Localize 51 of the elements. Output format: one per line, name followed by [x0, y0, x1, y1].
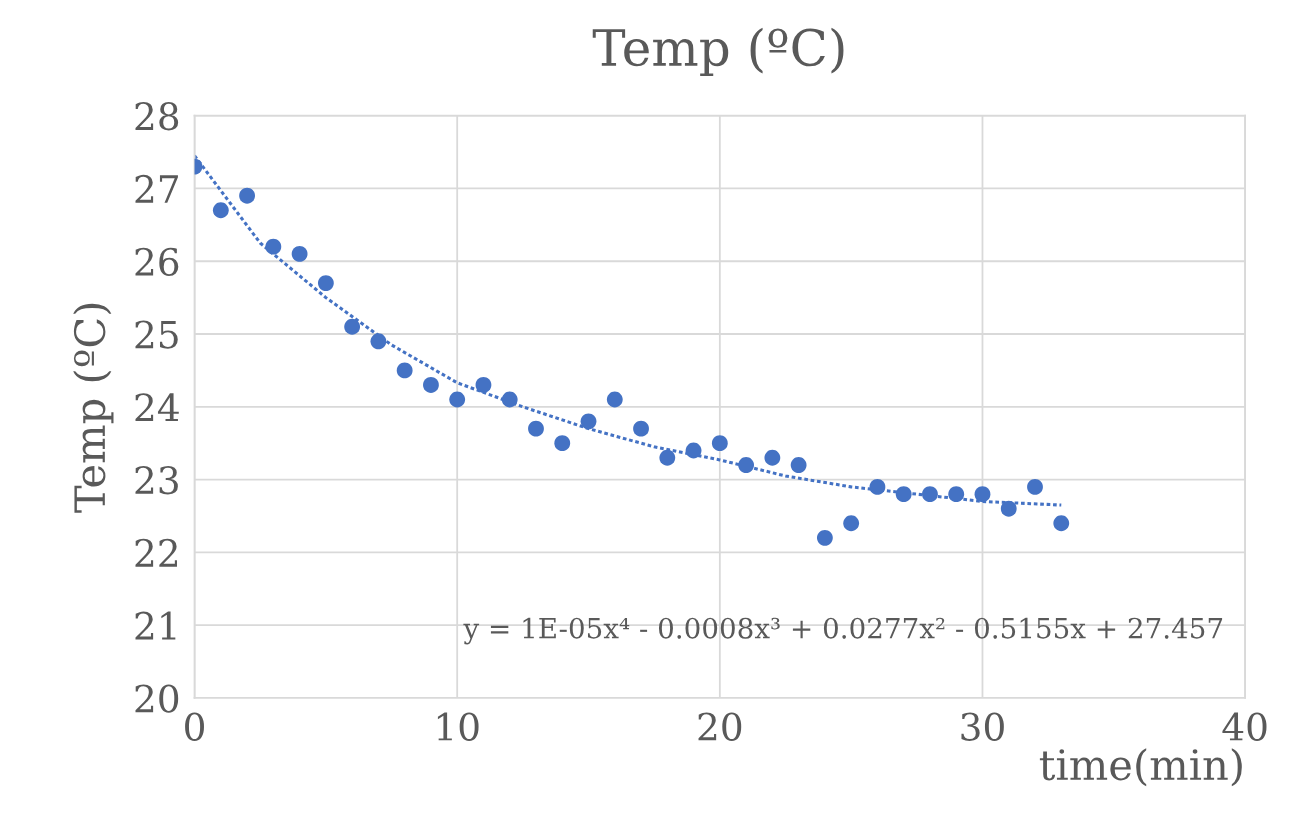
point	[265, 238, 282, 255]
point	[291, 246, 308, 262]
point	[501, 391, 518, 408]
x-tick-label: 40	[1222, 712, 1267, 741]
point	[528, 420, 544, 437]
point	[1000, 500, 1017, 517]
x-tick-label: 0	[185, 712, 204, 741]
point	[764, 449, 781, 466]
y-tick-label: 23	[135, 466, 178, 495]
point	[843, 515, 860, 532]
point	[633, 420, 649, 437]
y-tick-label: 20	[135, 684, 179, 713]
point	[895, 486, 912, 503]
point	[554, 435, 571, 452]
point	[974, 486, 991, 503]
x-tick-label: 30	[961, 712, 1004, 741]
point	[711, 435, 728, 452]
point	[449, 391, 466, 408]
x-axis-title: time(min)	[1039, 748, 1242, 787]
y-tick-label: 26	[135, 247, 179, 276]
annotation: y = 1E-05x⁴ - 0.0008x³ + 0.0277x² - 0.5155x + 27.457	[463, 617, 1223, 645]
point	[370, 333, 387, 350]
y-tick-label: 28	[135, 102, 179, 131]
point	[1027, 478, 1043, 495]
point	[948, 486, 965, 503]
point	[790, 457, 807, 473]
point	[396, 362, 413, 379]
point	[685, 442, 702, 459]
point	[1053, 515, 1070, 532]
chart-title: Temp (ºC)	[592, 27, 844, 77]
y-tick-label: 25	[135, 320, 178, 349]
point	[869, 478, 886, 495]
point	[344, 318, 361, 335]
x-tick-label: 20	[698, 712, 742, 741]
x-tick-label: 10	[437, 712, 479, 741]
point	[212, 202, 229, 219]
point	[816, 529, 833, 546]
y-tick-label: 27	[135, 174, 178, 203]
point	[317, 275, 334, 291]
point	[475, 377, 492, 393]
point	[580, 413, 597, 430]
point	[738, 457, 755, 473]
y-tick-label: 21	[135, 611, 176, 640]
point	[659, 449, 676, 466]
point	[423, 377, 439, 393]
y-tick-label: 22	[135, 538, 177, 567]
y-axis-title: Temp (ºC)	[73, 303, 114, 513]
point	[239, 187, 255, 204]
y-tick-label: 24	[135, 393, 179, 422]
point	[922, 486, 938, 503]
point	[606, 391, 623, 408]
